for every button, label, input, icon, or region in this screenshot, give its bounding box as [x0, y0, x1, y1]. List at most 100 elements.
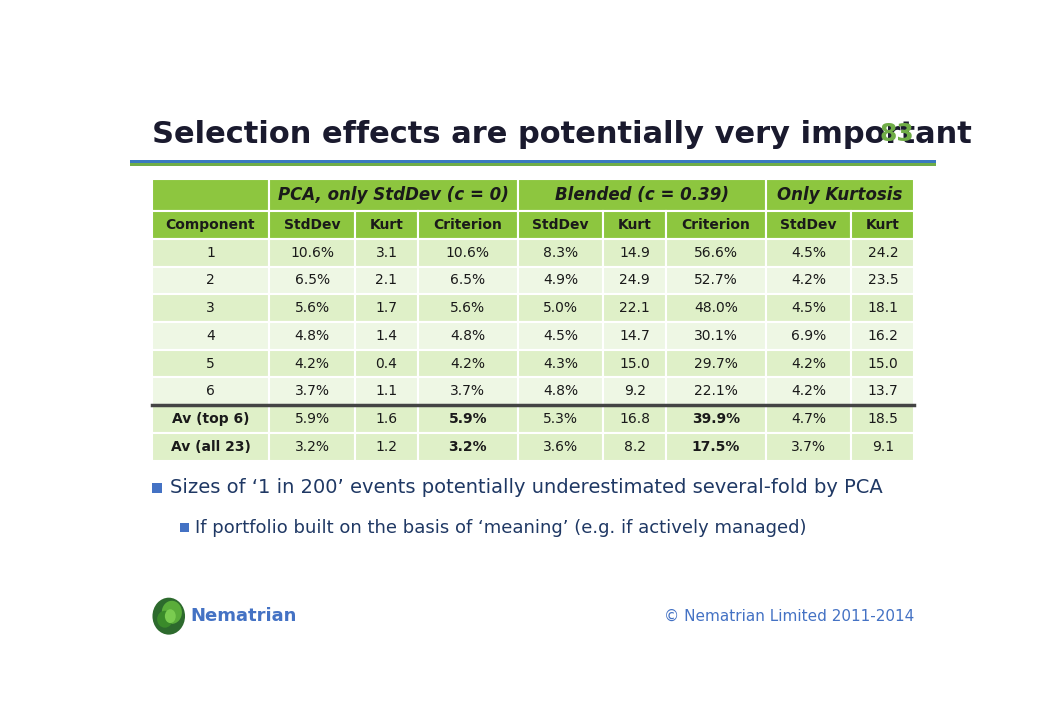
Text: Av (all 23): Av (all 23): [171, 440, 251, 454]
Bar: [355, 239, 418, 266]
Bar: [666, 350, 765, 377]
Text: 6.9%: 6.9%: [791, 329, 826, 343]
Bar: [152, 482, 162, 492]
Text: 5.6%: 5.6%: [450, 301, 486, 315]
Bar: [852, 239, 914, 266]
Bar: [603, 405, 666, 433]
Text: 15.0: 15.0: [867, 356, 899, 371]
Text: 39.9%: 39.9%: [692, 412, 740, 426]
Bar: [852, 322, 914, 350]
Text: 83: 83: [880, 122, 914, 146]
Text: 48.0%: 48.0%: [694, 301, 737, 315]
Bar: [418, 211, 518, 239]
Bar: [152, 322, 269, 350]
Bar: [765, 239, 852, 266]
Text: 3.6%: 3.6%: [543, 440, 578, 454]
Text: 3.1: 3.1: [375, 246, 397, 260]
Bar: [152, 266, 269, 294]
Bar: [355, 350, 418, 377]
Text: Component: Component: [165, 218, 256, 232]
Bar: [355, 266, 418, 294]
Text: Av (top 6): Av (top 6): [172, 412, 250, 426]
Bar: [603, 377, 666, 405]
Bar: [765, 294, 852, 322]
Text: 6.5%: 6.5%: [450, 274, 486, 287]
Bar: [518, 179, 765, 211]
Bar: [152, 350, 269, 377]
Text: 4.5%: 4.5%: [543, 329, 578, 343]
Text: 5.0%: 5.0%: [543, 301, 578, 315]
Bar: [518, 377, 603, 405]
Text: 2.1: 2.1: [375, 274, 397, 287]
Bar: [269, 405, 355, 433]
Text: 4.2%: 4.2%: [791, 356, 826, 371]
Text: 15.0: 15.0: [619, 356, 650, 371]
Bar: [152, 294, 269, 322]
Text: 9.2: 9.2: [624, 384, 646, 398]
Bar: [152, 433, 269, 461]
Bar: [518, 350, 603, 377]
Text: Sizes of ‘1 in 200’ events potentially underestimated several-fold by PCA: Sizes of ‘1 in 200’ events potentially u…: [170, 478, 882, 497]
Bar: [518, 405, 603, 433]
Bar: [130, 163, 936, 166]
Text: 0.4: 0.4: [375, 356, 397, 371]
Bar: [269, 266, 355, 294]
Bar: [269, 377, 355, 405]
Bar: [666, 294, 765, 322]
Text: 2: 2: [206, 274, 215, 287]
Bar: [852, 211, 914, 239]
Bar: [130, 160, 936, 163]
Bar: [418, 322, 518, 350]
Bar: [603, 266, 666, 294]
Text: 1.4: 1.4: [375, 329, 397, 343]
Text: 3: 3: [206, 301, 215, 315]
Text: If portfolio built on the basis of ‘meaning’ (e.g. if actively managed): If portfolio built on the basis of ‘mean…: [196, 518, 807, 536]
Bar: [765, 377, 852, 405]
Text: 10.6%: 10.6%: [290, 246, 334, 260]
Bar: [269, 179, 518, 211]
Bar: [765, 433, 852, 461]
Bar: [765, 350, 852, 377]
Text: 3.7%: 3.7%: [450, 384, 486, 398]
Text: 4.2%: 4.2%: [450, 356, 486, 371]
Bar: [603, 350, 666, 377]
Bar: [152, 179, 269, 211]
Text: 3.2%: 3.2%: [448, 440, 487, 454]
Text: Criterion: Criterion: [681, 218, 751, 232]
Bar: [852, 433, 914, 461]
Bar: [852, 405, 914, 433]
Text: 17.5%: 17.5%: [692, 440, 740, 454]
Text: 4.3%: 4.3%: [543, 356, 578, 371]
Text: 8.3%: 8.3%: [543, 246, 578, 260]
Bar: [518, 294, 603, 322]
Text: 4.5%: 4.5%: [791, 301, 826, 315]
Bar: [603, 211, 666, 239]
Text: 4.9%: 4.9%: [543, 274, 578, 287]
Text: Kurt: Kurt: [618, 218, 652, 232]
Text: 56.6%: 56.6%: [694, 246, 738, 260]
Text: 8.2: 8.2: [624, 440, 646, 454]
Bar: [666, 433, 765, 461]
Text: 1.2: 1.2: [375, 440, 397, 454]
Bar: [152, 405, 269, 433]
Bar: [152, 377, 269, 405]
Text: 4.5%: 4.5%: [791, 246, 826, 260]
Text: 1.6: 1.6: [375, 412, 397, 426]
Bar: [518, 433, 603, 461]
Bar: [666, 377, 765, 405]
Text: 3.7%: 3.7%: [294, 384, 330, 398]
Text: Selection effects are potentially very important: Selection effects are potentially very i…: [152, 120, 971, 148]
Text: 18.1: 18.1: [867, 301, 899, 315]
Text: 16.2: 16.2: [867, 329, 899, 343]
Text: Blended (c = 0.39): Blended (c = 0.39): [554, 186, 729, 204]
Ellipse shape: [162, 600, 182, 624]
Bar: [418, 239, 518, 266]
Text: 5.9%: 5.9%: [448, 412, 487, 426]
Text: 14.9: 14.9: [619, 246, 650, 260]
Text: 5.9%: 5.9%: [294, 412, 330, 426]
Bar: [666, 405, 765, 433]
Bar: [852, 350, 914, 377]
Text: 4.2%: 4.2%: [294, 356, 330, 371]
Text: StdDev: StdDev: [780, 218, 837, 232]
Text: Only Kurtosis: Only Kurtosis: [777, 186, 903, 204]
